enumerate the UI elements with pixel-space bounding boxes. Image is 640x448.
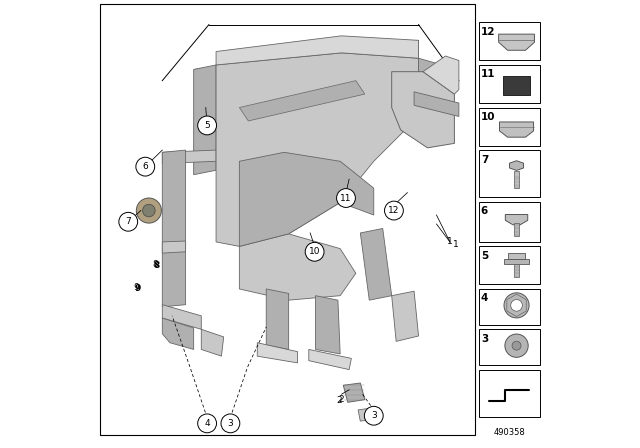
Polygon shape (266, 289, 289, 349)
Polygon shape (216, 36, 419, 65)
Text: 7: 7 (125, 217, 131, 226)
Polygon shape (392, 291, 419, 341)
Bar (479, 65, 540, 103)
Bar (503, 76, 530, 95)
Text: 8: 8 (152, 260, 158, 269)
Text: 7: 7 (481, 155, 488, 164)
Bar (479, 22, 540, 60)
Polygon shape (504, 259, 529, 264)
Circle shape (512, 341, 521, 350)
Bar (479, 246, 540, 284)
Polygon shape (257, 343, 298, 363)
Bar (100, 4, 475, 435)
Polygon shape (163, 150, 216, 164)
Polygon shape (239, 234, 356, 300)
Circle shape (198, 116, 216, 135)
Text: 10: 10 (309, 247, 321, 256)
Bar (479, 202, 540, 242)
Circle shape (504, 293, 529, 318)
Polygon shape (509, 161, 524, 170)
Text: 10: 10 (481, 112, 495, 122)
Polygon shape (163, 150, 186, 307)
Polygon shape (309, 349, 351, 370)
Bar (479, 108, 540, 146)
Polygon shape (343, 383, 365, 402)
Circle shape (364, 406, 383, 425)
Polygon shape (499, 122, 534, 137)
Text: 3: 3 (371, 411, 376, 420)
Polygon shape (316, 296, 340, 354)
Text: 6: 6 (481, 206, 488, 216)
Circle shape (198, 414, 216, 433)
Polygon shape (506, 215, 528, 225)
Bar (515, 224, 519, 236)
Circle shape (305, 242, 324, 261)
Circle shape (221, 414, 240, 433)
Polygon shape (163, 241, 186, 253)
Polygon shape (419, 58, 450, 116)
Polygon shape (414, 92, 459, 116)
Polygon shape (194, 65, 216, 175)
Text: 1: 1 (447, 237, 452, 246)
Text: 6: 6 (143, 162, 148, 171)
Polygon shape (163, 318, 194, 349)
Bar (479, 329, 540, 365)
Text: 2: 2 (337, 396, 342, 405)
Circle shape (505, 334, 528, 358)
Polygon shape (499, 34, 534, 50)
Text: 1: 1 (452, 240, 458, 249)
Bar (479, 289, 540, 325)
Text: 5: 5 (481, 251, 488, 261)
Text: 9: 9 (134, 284, 140, 293)
Text: 12: 12 (481, 27, 495, 37)
Bar (479, 150, 540, 197)
Text: 4: 4 (204, 419, 210, 428)
Circle shape (136, 157, 155, 176)
Text: 5: 5 (204, 121, 210, 130)
Polygon shape (423, 56, 459, 94)
Polygon shape (508, 253, 525, 259)
Circle shape (385, 201, 403, 220)
Bar (514, 171, 519, 188)
Circle shape (143, 204, 155, 217)
Polygon shape (239, 81, 365, 121)
Polygon shape (163, 305, 202, 329)
Polygon shape (392, 72, 454, 148)
Polygon shape (195, 40, 419, 87)
Text: 490358: 490358 (493, 428, 525, 437)
Text: 2: 2 (339, 395, 344, 404)
Circle shape (337, 189, 355, 207)
Polygon shape (360, 228, 392, 300)
Polygon shape (239, 152, 374, 246)
Circle shape (119, 212, 138, 231)
Text: 11: 11 (340, 194, 352, 202)
Text: 11: 11 (481, 69, 495, 79)
Text: 8: 8 (154, 261, 159, 270)
Polygon shape (358, 408, 376, 421)
Circle shape (511, 300, 522, 311)
Circle shape (136, 198, 161, 223)
Polygon shape (216, 53, 419, 246)
Text: 9: 9 (134, 283, 139, 292)
Text: 3: 3 (481, 334, 488, 344)
Text: 3: 3 (228, 419, 233, 428)
Text: 4: 4 (481, 293, 488, 303)
Text: 12: 12 (388, 206, 399, 215)
Polygon shape (202, 329, 224, 356)
Bar (514, 264, 519, 277)
Bar (479, 370, 540, 417)
